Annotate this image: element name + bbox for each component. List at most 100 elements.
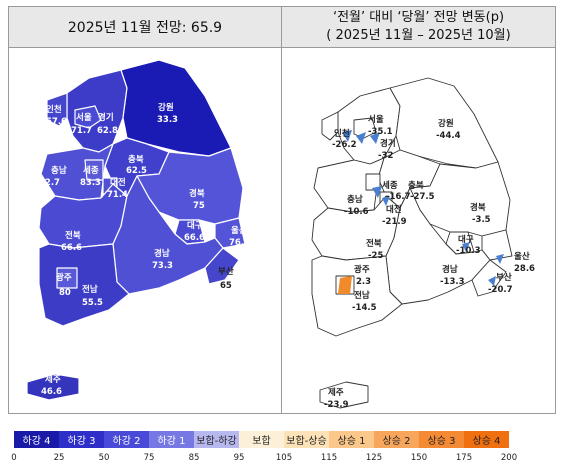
left-map: 인천 57.6 서울 경기 71.7 62.8 강원 33.3 충북 62.5 … [26,59,250,401]
legend-label-fall4: 하강 4 [22,436,51,447]
right-value-daejeon: -21.9 [382,217,407,227]
left-value-incheon: 57.6 [46,117,67,127]
right-label-daegu: 대구 [458,234,474,245]
left-title-text: 2025년 11월 전망: 65.9 [67,20,223,36]
region-jeju [26,373,80,401]
left-label-jeonbuk: 전북 [65,230,81,241]
region-ulsan [214,217,246,249]
right-value-gyeonggi: -32 [378,151,393,161]
region-outline-jeonnam [311,255,403,337]
legend-label-flat: 보합 [252,436,271,447]
right-value-jeonbuk: -25 [368,251,383,261]
legend-label-rise2: 상승 2 [382,436,411,447]
left-label-ulsan: 울산 [231,225,247,236]
legend-tick: 125 [365,453,383,463]
right-label-gangwon: 강원 [438,118,454,129]
left-value-jeonbuk: 66.6 [61,243,82,253]
legend-tick: 95 [233,453,245,463]
legend-label-flat-rise: 보합-상승 [286,436,327,447]
marker-daejeon [382,196,390,206]
left-value-chungbuk: 62.5 [126,166,147,176]
right-value-seoul: -35.1 [368,127,393,137]
left-label-chungbuk: 충북 [128,154,144,165]
marker-busan [488,276,496,286]
right-value-busan: -20.7 [488,285,513,295]
right-label-gyeonggi: 경기 [380,138,396,149]
legend-tick: 105 [275,453,293,463]
right-label-seoul: 서울 [368,114,384,125]
left-label-daegu: 대구 [187,220,203,231]
legend-bar: 하강 4 하강 3 하강 2 하강 1 보합-하강 보합 보합-상승 상승 1 … [14,431,509,448]
left-label-sejong: 세종 [83,165,99,176]
legend-label-fall1: 하강 1 [157,436,186,447]
right-value-ulsan: 28.6 [514,264,535,274]
legend-tick: 50 [98,453,110,463]
panel-divider [281,6,282,414]
right-value-jeonnam: -14.5 [352,303,377,313]
legend-label-rise1: 상승 1 [337,436,366,447]
right-panel-title: ‘전월’ 대비 ‘당월’ 전망 변동(p) ( 2025년 11월 – 2025… [282,7,555,48]
legend-tick: 25 [53,453,65,463]
right-label-daejeon: 대전 [386,204,402,215]
left-value-gangwon: 33.3 [157,115,178,125]
right-region-labels: 서울 -35.1 인천 -26.2 경기 -32 강원 -44.4 세종 충북 … [324,114,535,410]
region-outline-incheon [321,111,339,141]
left-region-labels: 인천 57.6 서울 경기 71.7 62.8 강원 33.3 충북 62.5 … [39,102,250,397]
left-label-jeju: 제주 [45,374,61,385]
region-busan [204,247,240,285]
left-label-daejeon: 대전 [110,177,126,188]
legend-label-flat-fall: 보합-하강 [196,436,237,447]
legend-tick: 0 [11,453,17,463]
right-value-gyeongbuk: -3.5 [472,215,491,225]
right-label-chungbuk: 충북 [408,180,424,191]
legend-swatch-rise3: 상승 3 [419,431,464,448]
right-label-jeonbuk: 전북 [366,238,382,249]
legend-swatch-flat-rise: 보합-상승 [284,431,329,448]
right-value-gyeongnam: -13.3 [440,277,465,287]
region-incheon [46,92,68,127]
legend-tick: 150 [410,453,428,463]
left-label-incheon: 인천 [46,104,62,115]
panel-frame [8,6,556,414]
right-label-jeju: 제주 [328,387,344,398]
left-label-jeonnam: 전남 [82,284,98,295]
left-value-daejeon: 71.4 [107,190,128,200]
region-jeonnam [38,243,130,327]
marker-gyeonggi [370,132,380,144]
marker-ulsan [496,254,504,264]
legend-swatch-fall4: 하강 4 [14,431,59,448]
right-label-ulsan: 울산 [514,251,530,262]
left-label-gyeongnam: 경남 [154,248,170,259]
right-value-chungnam: -10.6 [344,207,369,217]
region-seoul [74,105,102,129]
legend-swatch-rise2: 상승 2 [374,431,419,448]
right-label-gyeongnam: 경남 [442,264,458,275]
left-value-gwangju: 80 [59,288,71,298]
left-value-busan: 65 [220,281,232,291]
right-value-sejong: -16.7 [386,192,411,202]
region-outline-busan [471,259,507,297]
left-value-daegu: 66.6 [184,233,205,243]
right-value-gangwon: -44.4 [436,131,461,141]
right-value-jeju: -23.9 [324,400,349,410]
right-label-gwangju: 광주 [354,264,370,275]
legend-swatch-fall2: 하강 2 [104,431,149,448]
legend-swatch-fall3: 하강 3 [59,431,104,448]
left-value-gyeongbuk: 75 [193,201,205,211]
legend-label-fall2: 하강 2 [112,436,141,447]
left-label-gyeonggi: 경기 [98,112,114,123]
right-title-line1: ‘전월’ 대비 ‘당월’ 전망 변동(p) [332,10,505,25]
region-outline-seoul [353,117,377,139]
left-value-sejong: 83.3 [80,178,101,188]
left-value-gyeongnam: 73.3 [152,261,173,271]
right-label-incheon: 인천 [334,128,350,139]
right-value-daegu: -10.3 [456,246,481,256]
legend-swatch-flat-fall: 보합-하강 [194,431,239,448]
legend-swatch-rise4: 상승 4 [464,431,509,448]
marker-incheon [342,130,352,142]
marker-daegu [462,242,470,252]
right-title-line2: ( 2025년 11월 – 2025년 10월) [326,28,511,43]
left-value-ulsan: 76.9 [229,238,250,248]
left-label-gangwon: 강원 [158,102,174,113]
legend-ticks: 0 25 50 75 85 95 105 115 125 150 175 200 [0,453,562,467]
